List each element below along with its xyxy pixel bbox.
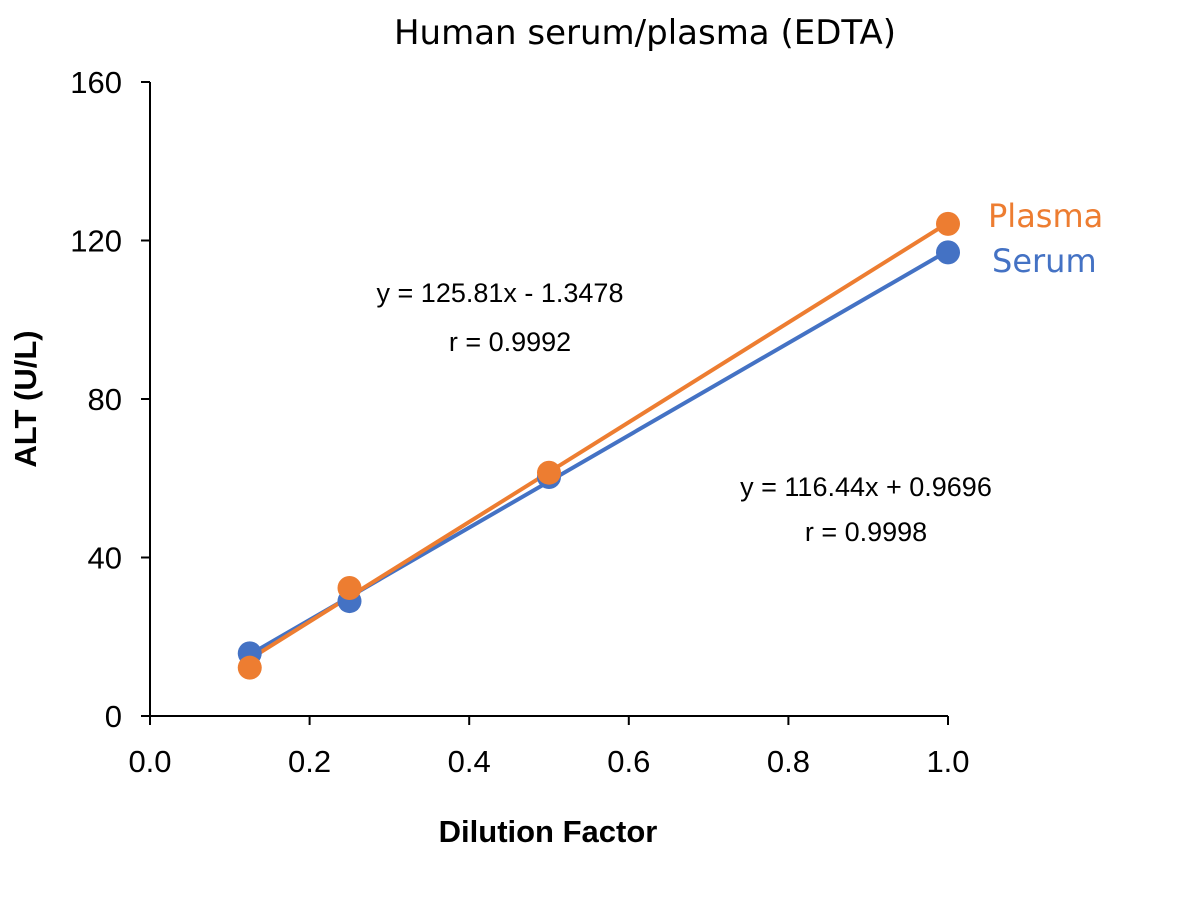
plasma-trendline: [247, 220, 950, 662]
x-tick-label: 0.8: [767, 744, 810, 779]
axes: 0.0 0.2 0.4 0.6 0.8 1.0 0 40 80 120 160: [70, 65, 969, 779]
y-axis-title: ALT (U/L): [8, 330, 43, 467]
legend-plasma-label: Plasma: [988, 197, 1103, 235]
legend-serum-label: Serum: [992, 242, 1097, 280]
y-tick-label: 80: [88, 382, 122, 417]
serum-equation: y = 116.44x + 0.9696: [740, 472, 992, 502]
trendlines: [247, 220, 950, 662]
plasma-r-value: r = 0.9992: [449, 327, 571, 357]
x-tick-label: 0.2: [288, 744, 331, 779]
y-tick-label: 0: [105, 699, 122, 734]
x-tick-label: 0.6: [607, 744, 650, 779]
x-tick-label: 0.0: [128, 744, 171, 779]
plasma-point: [337, 576, 362, 601]
serum-r-value: r = 0.9998: [805, 517, 927, 547]
x-ticks: 0.0 0.2 0.4 0.6 0.8 1.0: [128, 716, 970, 779]
markers: [237, 211, 960, 680]
y-tick-label: 160: [70, 65, 122, 100]
x-tick-label: 1.0: [926, 744, 969, 779]
plasma-point: [537, 460, 561, 485]
chart-title: Human serum/plasma (EDTA): [394, 13, 896, 53]
y-tick-label: 120: [70, 224, 122, 259]
plasma-point: [936, 211, 960, 236]
y-ticks: 0 40 80 120 160: [70, 65, 150, 734]
plasma-equation: y = 125.81x - 1.3478: [377, 278, 624, 308]
y-tick-label: 40: [88, 541, 122, 576]
serum-point: [936, 240, 960, 265]
x-axis-title: Dilution Factor: [439, 814, 658, 849]
plasma-point: [237, 655, 262, 680]
x-tick-label: 0.4: [448, 744, 491, 779]
